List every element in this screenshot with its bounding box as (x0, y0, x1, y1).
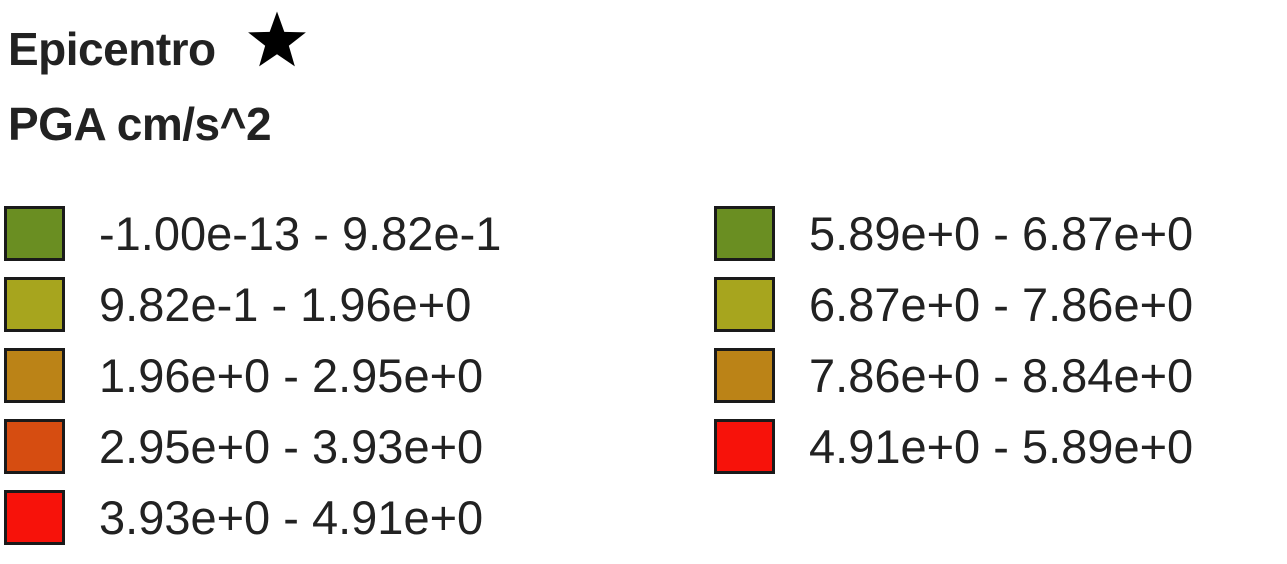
legend-swatch (714, 348, 775, 403)
legend-title: Epicentro (8, 23, 216, 75)
legend-item-label: 6.87e+0 - 7.86e+0 (809, 277, 1194, 331)
legend-item: 6.87e+0 - 7.86e+0 (714, 269, 1193, 340)
legend-swatch (4, 419, 65, 474)
legend-column-left: -1.00e-13 - 9.82e-1 9.82e-1 - 1.96e+0 1.… (4, 198, 501, 553)
legend-item-label: 4.91e+0 - 5.89e+0 (809, 419, 1194, 473)
legend-item: 4.91e+0 - 5.89e+0 (714, 411, 1193, 482)
legend-item: 1.96e+0 - 2.95e+0 (4, 340, 501, 411)
legend-item-label: 9.82e-1 - 1.96e+0 (99, 277, 472, 331)
legend-swatch (4, 490, 65, 545)
legend-item: 9.82e-1 - 1.96e+0 (4, 269, 501, 340)
legend-item-label: 2.95e+0 - 3.93e+0 (99, 419, 484, 473)
legend-item-label: 5.89e+0 - 6.87e+0 (809, 206, 1194, 260)
legend-item-label: 3.93e+0 - 4.91e+0 (99, 490, 484, 544)
legend-item-label: -1.00e-13 - 9.82e-1 (99, 206, 502, 260)
legend-item-label: 1.96e+0 - 2.95e+0 (99, 348, 484, 402)
legend-swatch (714, 206, 775, 261)
legend-item: 3.93e+0 - 4.91e+0 (4, 482, 501, 553)
legend-swatch (714, 419, 775, 474)
legend-subtitle: PGA cm/s^2 (8, 98, 272, 150)
legend-item: -1.00e-13 - 9.82e-1 (4, 198, 501, 269)
star-icon (246, 9, 308, 71)
legend-item-label: 7.86e+0 - 8.84e+0 (809, 348, 1194, 402)
legend-swatch (4, 348, 65, 403)
legend-swatch (4, 206, 65, 261)
legend-swatch (4, 277, 65, 332)
legend-column-right: 5.89e+0 - 6.87e+0 6.87e+0 - 7.86e+0 7.86… (714, 198, 1193, 482)
legend-item: 5.89e+0 - 6.87e+0 (714, 198, 1193, 269)
legend-title-row: Epicentro (8, 11, 308, 84)
legend-item: 7.86e+0 - 8.84e+0 (714, 340, 1193, 411)
legend-swatch (714, 277, 775, 332)
legend-item: 2.95e+0 - 3.93e+0 (4, 411, 501, 482)
